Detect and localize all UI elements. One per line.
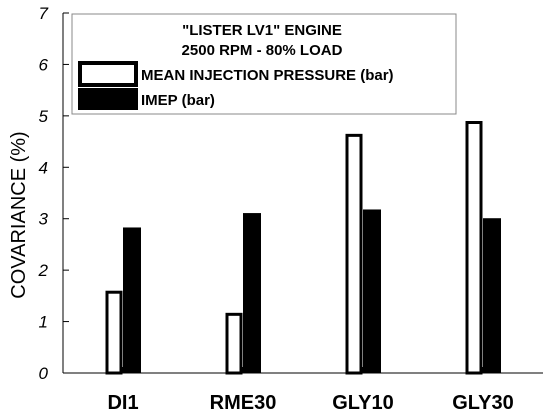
y-tick-label: 7 [39,4,49,23]
bar-imep-di1 [123,227,141,374]
y-ticks: 0 1 2 3 4 5 6 7 [38,4,69,383]
x-category-label: GLY10 [332,392,394,414]
y-axis-label: COVARIANCE (%) [8,131,30,298]
legend-swatch-imep [78,88,138,110]
x-category-label: GLY30 [452,392,514,414]
legend-label-mean-injection-pressure: MEAN INJECTION PRESSURE (bar) [141,67,394,84]
y-tick-label: 6 [39,55,49,74]
chart-title-line-2: 2500 RPM - 80% LOAD [182,42,343,59]
x-category-label: DI1 [107,392,138,414]
y-tick-label: 5 [39,107,49,126]
chart-axes [62,13,543,374]
y-tick-label: 2 [38,261,49,280]
legend-swatch-mean-injection-pressure [78,61,138,87]
bar-mean-injection-pressure-rme30 [225,312,243,375]
x-category-labels: DI1 RME30 GLY10 GLY30 [107,367,514,414]
bars [105,121,501,375]
y-tick-label: 0 [39,364,49,383]
bar-imep-gly10 [363,209,381,374]
y-tick-label: 4 [39,158,48,177]
bar-mean-injection-pressure-di1 [105,290,123,375]
bar-mean-injection-pressure-gly10 [345,133,363,375]
bar-imep-rme30 [243,213,261,374]
y-tick-label: 1 [39,313,48,332]
legend: "LISTER LV1" ENGINE 2500 RPM - 80% LOAD … [71,13,457,115]
x-category-label: RME30 [210,392,277,414]
chart-title-line-1: "LISTER LV1" ENGINE [182,22,342,39]
legend-label-imep: IMEP (bar) [141,92,215,109]
y-tick-label: 3 [39,210,49,229]
bar-imep-gly30 [483,218,501,374]
bar-mean-injection-pressure-gly30 [465,121,483,375]
